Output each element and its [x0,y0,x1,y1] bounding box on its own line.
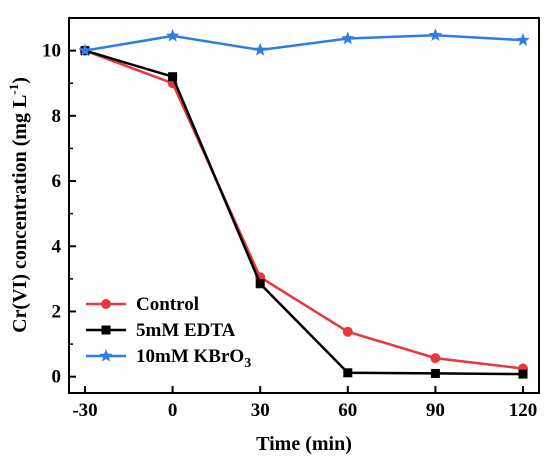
y-tick-label: 4 [52,236,62,257]
y-axis-title-main: Cr(VI) concentration (mg L [9,95,31,333]
y-tick-label: 0 [52,367,62,388]
y-tick-label: 2 [52,301,62,322]
plot-layer [78,28,530,379]
legend-label: Control [136,294,199,315]
data-point [255,279,265,289]
data-point [78,43,92,57]
data-point [253,42,267,56]
plot-frame [68,17,540,394]
x-tick-label: 90 [426,400,445,421]
y-axis-title: Cr(VI) concentration (mg L-1) [6,77,31,333]
legend-item: 5mM EDTA [86,320,236,341]
x-tick-label: 60 [338,400,357,421]
series-star [78,28,530,57]
series-line [84,34,524,52]
x-tick-label: 120 [509,400,538,421]
legend-item: Control [86,294,199,315]
data-point [165,28,180,42]
data-point [430,353,441,364]
series-line [84,49,524,376]
data-point [428,28,443,41]
y-axis-title-sup: -1 [6,84,21,95]
legend-item: 10mM KBrO3 [86,346,251,371]
legend-marker [101,299,111,309]
x-tick-label: -30 [72,400,97,421]
legend-label: 10mM KBrO3 [136,346,251,371]
data-point [341,31,355,45]
series-line [84,49,524,370]
axis-layer: -30 0 30 60 90 120 0 2 4 6 8 10 [42,17,538,421]
data-point [516,33,530,46]
legend-marker [101,325,111,335]
x-tick-label: 30 [251,400,270,421]
y-tick-label: 8 [52,106,62,127]
y-tick-label: 6 [52,171,62,192]
y-axis-title-close: ) [9,77,31,84]
data-point [342,326,353,337]
x-axis-title: Time (min) [256,433,352,455]
legend-label: 5mM EDTA [136,320,236,341]
y-tick-label: 10 [42,41,61,62]
x-tick-label: 0 [168,400,178,421]
legend: Control 5mM EDTA 10mM KBrO3 [86,294,251,371]
data-point [518,369,528,379]
data-point [343,368,353,378]
data-point [430,368,440,378]
data-point [168,72,178,82]
legend-marker [99,349,113,362]
